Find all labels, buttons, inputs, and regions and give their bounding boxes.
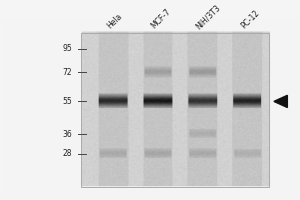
Text: 28: 28 (63, 149, 72, 158)
Text: MCF-7: MCF-7 (150, 7, 173, 31)
Text: Hela: Hela (105, 12, 124, 31)
Text: 55: 55 (63, 97, 72, 106)
Text: PC-12: PC-12 (239, 9, 261, 31)
Polygon shape (274, 95, 287, 108)
Text: 36: 36 (63, 130, 72, 139)
Bar (81, 33, 269, 187)
Text: 95: 95 (63, 44, 72, 53)
Text: NIH/3T3: NIH/3T3 (194, 3, 223, 31)
Text: 72: 72 (63, 68, 72, 77)
